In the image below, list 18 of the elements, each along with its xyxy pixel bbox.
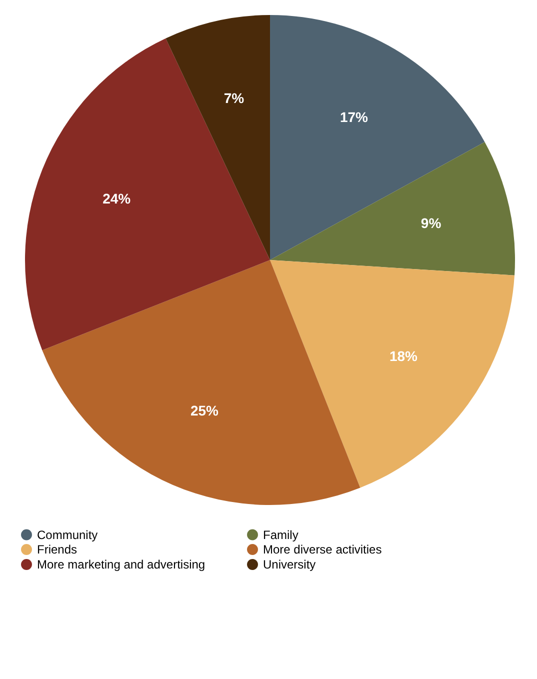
legend-label: More marketing and advertising <box>37 558 206 572</box>
legend-label: More diverse activities <box>263 542 382 556</box>
data-label: 9% <box>420 215 442 232</box>
pie-slice <box>166 15 270 260</box>
pie-slice <box>25 38 270 350</box>
data-label: 17% <box>340 108 369 125</box>
pie-slice <box>270 142 515 276</box>
pie-slice <box>270 15 485 260</box>
legend-label: Community <box>37 528 98 542</box>
data-label: 24% <box>102 190 132 206</box>
legend-label: Friends <box>37 542 78 556</box>
pie-slice <box>270 260 515 488</box>
data-label: 25% <box>190 402 220 418</box>
data-label: 18% <box>389 348 418 364</box>
data-label: 7% <box>224 90 245 106</box>
pie-slice <box>42 260 360 505</box>
legend-label: University <box>263 558 316 572</box>
legend-label: Family <box>263 528 298 542</box>
